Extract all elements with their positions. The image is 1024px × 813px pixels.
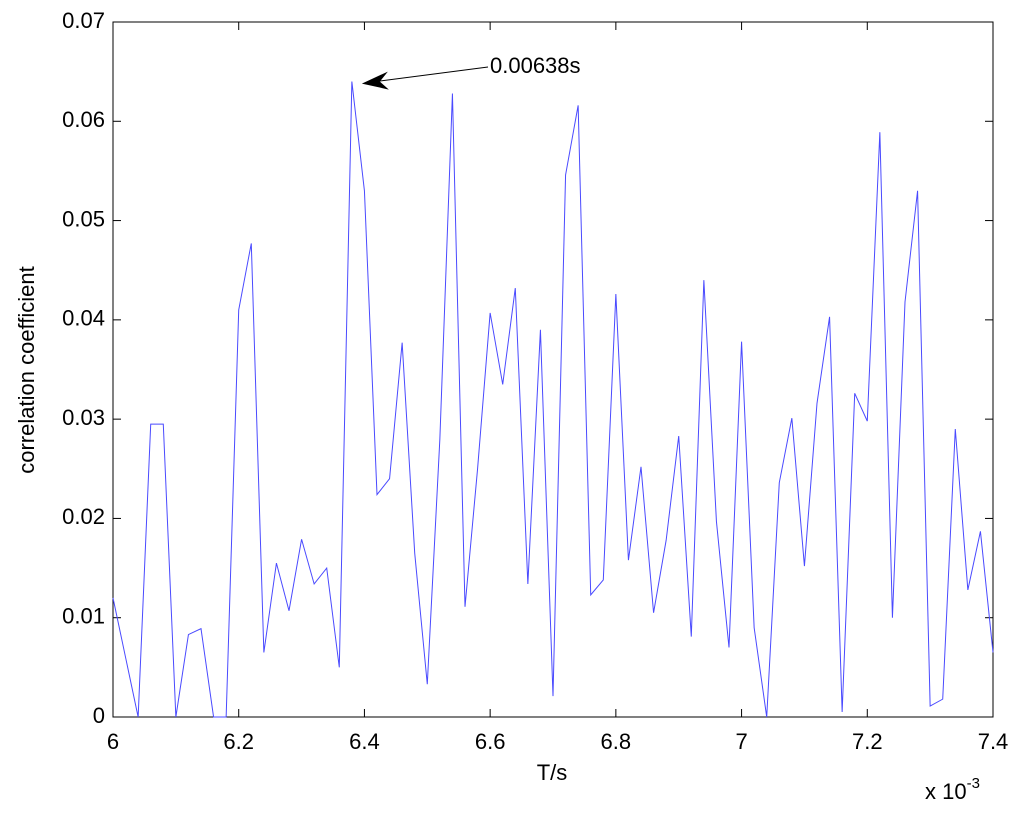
x-tick-label: 7 <box>735 729 747 754</box>
y-tick-label: 0.02 <box>62 504 105 529</box>
y-tick-label: 0.07 <box>62 8 105 33</box>
x-axis-label: T/s <box>537 760 568 785</box>
y-tick-label: 0.04 <box>62 306 105 331</box>
x-exponent-base: x 10 <box>925 779 967 804</box>
x-tick-label: 6.6 <box>475 729 506 754</box>
x-tick-label: 6 <box>107 729 119 754</box>
x-exponent-power: -3 <box>967 775 980 792</box>
y-tick-label: 0.03 <box>62 405 105 430</box>
y-tick-label: 0 <box>93 703 105 728</box>
y-tick-label: 0.06 <box>62 107 105 132</box>
x-exponent: x 10-3 <box>925 775 980 804</box>
y-axis-label: correlation coefficient <box>14 266 39 474</box>
y-tick-label: 0.05 <box>62 206 105 231</box>
x-tick-label: 6.4 <box>349 729 380 754</box>
x-tick-label: 6.2 <box>223 729 254 754</box>
data-line <box>112 81 994 718</box>
y-tick-label: 0.01 <box>62 604 105 629</box>
x-tick-label: 7.4 <box>978 729 1009 754</box>
x-tick-label: 6.8 <box>601 729 632 754</box>
annotation-label: 0.00638s <box>490 53 581 78</box>
x-tick-label: 7.2 <box>852 729 883 754</box>
annotation-arrowhead <box>361 71 389 90</box>
annotation-arrow <box>375 66 489 83</box>
plot-area <box>112 21 994 718</box>
